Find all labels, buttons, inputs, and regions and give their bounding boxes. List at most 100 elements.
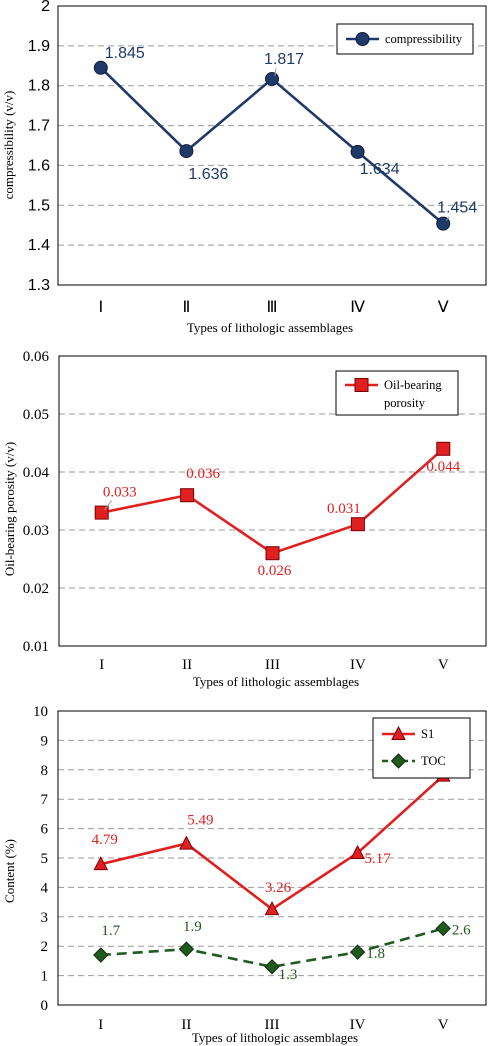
label-leader bbox=[445, 216, 450, 221]
x-tick-labels: I II III IV V bbox=[99, 657, 449, 673]
y-tick-label: 2 bbox=[41, 0, 50, 15]
data-label: 1.3 bbox=[279, 967, 298, 983]
y-tick-label: 1.6 bbox=[28, 157, 50, 174]
legend-marker bbox=[391, 725, 406, 740]
x-tick-label: I bbox=[98, 1017, 103, 1033]
data-point bbox=[435, 920, 451, 937]
y-tick-labels: 1.3 1.4 1.5 1.6 1.7 1.8 1.9 2 bbox=[28, 0, 50, 294]
data-point bbox=[350, 844, 365, 860]
y-tick-label: 5 bbox=[41, 851, 49, 867]
legend-label: compressibility bbox=[385, 32, 463, 46]
legend-marker bbox=[390, 753, 407, 769]
legend: compressibility bbox=[336, 23, 474, 55]
data-point bbox=[178, 941, 195, 957]
x-tick-label: Ⅲ bbox=[266, 299, 277, 316]
data-label: 0.036 bbox=[186, 466, 220, 482]
grid-lines bbox=[59, 413, 486, 589]
y-tick-label: 10 bbox=[33, 704, 48, 720]
legend: Oil-bearing porosity bbox=[335, 370, 459, 416]
y-axis-label: Oil-bearing porosity (v/v) bbox=[2, 442, 17, 576]
x-tick-label: II bbox=[182, 657, 192, 673]
x-tick-label: Ⅴ bbox=[438, 299, 449, 316]
x-axis-label: Types of lithologic assemblages bbox=[187, 320, 353, 335]
series-layer bbox=[93, 767, 451, 975]
label-leader bbox=[104, 500, 113, 510]
legend-marker bbox=[355, 32, 370, 46]
series-layer bbox=[93, 60, 451, 231]
grid-lines bbox=[58, 739, 486, 977]
legend: S1 TOC bbox=[372, 717, 471, 779]
y-tick-label: 1.3 bbox=[28, 277, 50, 294]
data-label: 1.454 bbox=[437, 200, 477, 217]
y-tick-labels: 0 1 2 3 4 5 6 7 8 9 10 bbox=[33, 704, 49, 1014]
plot-area bbox=[57, 5, 487, 286]
y-tick-labels: 0.01 0.02 0.03 0.04 0.05 0.06 bbox=[23, 349, 50, 655]
plot-area bbox=[58, 355, 487, 647]
legend-label: Oil-bearing bbox=[384, 378, 442, 392]
data-point bbox=[179, 144, 194, 159]
oil-bearing-porosity-chart: 0.010.020.030.040.050.06 I II III IV V 0.033… bbox=[2, 349, 487, 689]
data-point bbox=[265, 546, 280, 561]
data-labels: 1.845 1.636 1.817 1.634 1.454 bbox=[105, 45, 477, 221]
y-axis-label: compressibility (v/v) bbox=[1, 91, 16, 200]
y-tick-label: 1 bbox=[41, 969, 49, 985]
y-tick-label: 3 bbox=[41, 910, 49, 926]
plot-area bbox=[57, 710, 487, 1006]
data-label: 0.031 bbox=[327, 501, 361, 517]
x-tick-labels: Ⅰ Ⅱ Ⅲ Ⅳ Ⅴ bbox=[98, 299, 448, 316]
data-point bbox=[93, 60, 108, 75]
data-point bbox=[349, 944, 366, 960]
series-layer bbox=[94, 441, 451, 561]
data-labels: 4.79 5.49 3.26 5.17 1.7 1.9 1.3 1.8 2.6 bbox=[92, 813, 471, 983]
data-label: 5.49 bbox=[187, 813, 213, 829]
y-tick-label: 9 bbox=[41, 733, 49, 749]
x-tick-label: Ⅳ bbox=[350, 299, 365, 316]
data-label: 1.634 bbox=[360, 161, 400, 178]
data-point bbox=[93, 856, 109, 871]
legend-marker bbox=[354, 378, 369, 392]
legend-box bbox=[372, 717, 471, 779]
y-tick-label: 0 bbox=[41, 998, 49, 1014]
data-label: 2.6 bbox=[452, 923, 471, 939]
data-point bbox=[264, 901, 280, 916]
y-tick-label: 0.01 bbox=[23, 639, 49, 655]
y-tick-label: 4 bbox=[41, 880, 49, 896]
y-axis-label: Content (%) bbox=[2, 839, 17, 903]
data-label: 0.033 bbox=[103, 485, 137, 501]
y-tick-label: 1.4 bbox=[28, 237, 50, 254]
label-leader bbox=[274, 67, 277, 77]
legend-label: porosity bbox=[384, 396, 426, 410]
data-point bbox=[350, 517, 365, 532]
y-tick-label: 0.05 bbox=[23, 407, 49, 423]
y-tick-label: 1.5 bbox=[28, 197, 50, 214]
y-tick-label: 1.8 bbox=[28, 78, 50, 95]
data-label: 4.79 bbox=[92, 832, 118, 848]
data-point bbox=[265, 71, 279, 86]
data-point bbox=[180, 488, 195, 503]
data-point bbox=[350, 144, 365, 159]
x-axis-label: Types of lithologic assemblages bbox=[192, 1030, 358, 1045]
y-tick-label: 2 bbox=[41, 939, 49, 955]
x-tick-label: IV bbox=[350, 657, 366, 673]
x-tick-labels: I II III IV V bbox=[98, 1017, 448, 1033]
x-tick-label: II bbox=[181, 1017, 191, 1033]
data-label: 1.817 bbox=[264, 51, 304, 68]
y-tick-label: 0.03 bbox=[23, 523, 49, 539]
y-tick-label: 1.7 bbox=[28, 118, 50, 135]
data-label: 1.7 bbox=[101, 923, 120, 939]
x-tick-label: Ⅰ bbox=[98, 299, 103, 316]
legend-label: TOC bbox=[421, 754, 446, 768]
data-label: 1.636 bbox=[188, 166, 228, 183]
x-tick-label: V bbox=[438, 657, 449, 673]
series-line-toc bbox=[100, 927, 444, 969]
x-tick-label: I bbox=[99, 657, 104, 673]
data-label: 0.026 bbox=[258, 563, 292, 579]
y-tick-label: 0.02 bbox=[23, 581, 49, 597]
data-point bbox=[264, 959, 280, 975]
data-label: 1.9 bbox=[183, 919, 202, 935]
y-tick-label: 6 bbox=[41, 822, 49, 838]
y-tick-label: 1.9 bbox=[28, 38, 50, 55]
data-label: 1.8 bbox=[366, 946, 385, 962]
